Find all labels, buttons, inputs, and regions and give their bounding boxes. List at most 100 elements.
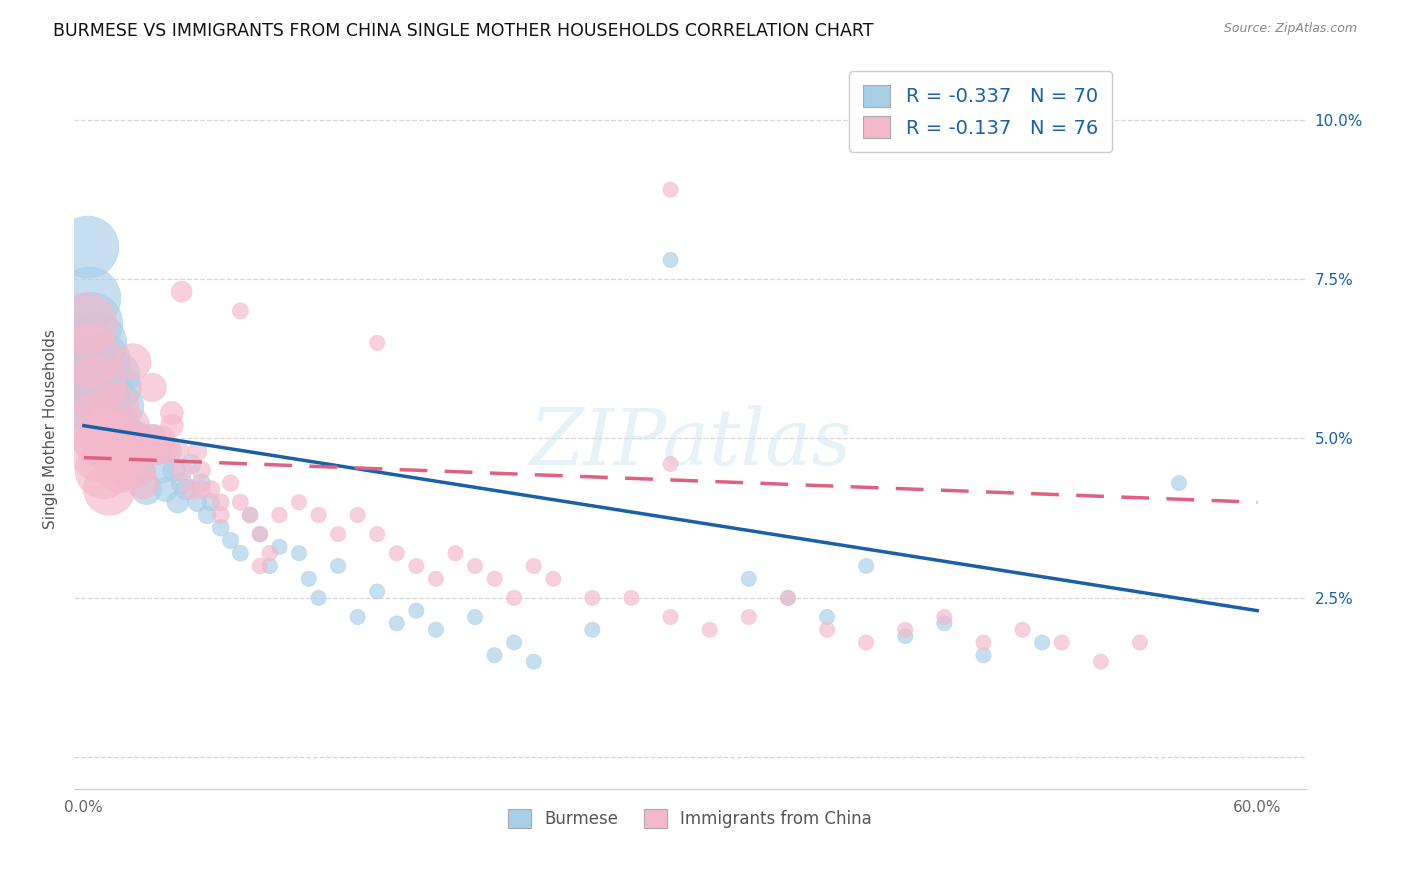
Point	[115, 444, 138, 458]
Point	[738, 610, 761, 624]
Point	[83, 368, 105, 382]
Point	[90, 432, 112, 446]
Point	[288, 546, 311, 560]
Point	[170, 476, 193, 491]
Point	[121, 432, 143, 446]
Point	[93, 400, 115, 414]
Point	[464, 559, 486, 574]
Point	[523, 559, 546, 574]
Point	[972, 635, 994, 649]
Point	[104, 400, 127, 414]
Point	[523, 655, 546, 669]
Point	[229, 304, 252, 318]
Point	[259, 559, 281, 574]
Point	[815, 623, 838, 637]
Point	[148, 444, 170, 458]
Point	[103, 444, 125, 458]
Y-axis label: Single Mother Households: Single Mother Households	[44, 329, 58, 529]
Point	[484, 648, 506, 663]
Point	[108, 463, 131, 477]
Point	[80, 317, 103, 331]
Point	[776, 591, 799, 605]
Point	[150, 432, 173, 446]
Point	[128, 463, 150, 477]
Point	[110, 432, 132, 446]
Point	[1129, 635, 1152, 649]
Point	[141, 432, 163, 446]
Point	[815, 610, 838, 624]
Text: BURMESE VS IMMIGRANTS FROM CHINA SINGLE MOTHER HOUSEHOLDS CORRELATION CHART: BURMESE VS IMMIGRANTS FROM CHINA SINGLE …	[53, 22, 875, 40]
Point	[89, 380, 111, 394]
Point	[89, 444, 111, 458]
Point	[174, 483, 197, 497]
Point	[104, 418, 127, 433]
Point	[141, 380, 163, 394]
Point	[120, 418, 142, 433]
Point	[124, 444, 146, 458]
Point	[581, 591, 603, 605]
Point	[96, 432, 118, 446]
Point	[160, 418, 183, 433]
Point	[972, 648, 994, 663]
Point	[385, 616, 408, 631]
Point	[346, 508, 368, 522]
Point	[855, 559, 877, 574]
Point	[620, 591, 643, 605]
Point	[503, 591, 526, 605]
Point	[96, 432, 118, 446]
Point	[1090, 655, 1112, 669]
Point	[166, 444, 188, 458]
Point	[121, 355, 143, 369]
Point	[855, 635, 877, 649]
Point	[209, 508, 232, 522]
Point	[249, 527, 271, 541]
Point	[239, 508, 262, 522]
Point	[444, 546, 467, 560]
Text: Source: ZipAtlas.com: Source: ZipAtlas.com	[1223, 22, 1357, 36]
Point	[894, 629, 917, 643]
Point	[659, 610, 682, 624]
Text: ZIPatlas: ZIPatlas	[529, 405, 851, 482]
Point	[366, 584, 388, 599]
Point	[308, 508, 330, 522]
Point	[405, 559, 427, 574]
Point	[269, 508, 291, 522]
Point	[98, 483, 121, 497]
Point	[219, 476, 242, 491]
Point	[135, 444, 157, 458]
Point	[111, 444, 134, 458]
Point	[170, 285, 193, 299]
Point	[934, 610, 956, 624]
Point	[155, 483, 177, 497]
Point	[366, 335, 388, 350]
Point	[125, 432, 148, 446]
Point	[131, 444, 153, 458]
Point	[229, 495, 252, 509]
Point	[180, 483, 202, 497]
Point	[484, 572, 506, 586]
Point	[1031, 635, 1053, 649]
Point	[120, 463, 142, 477]
Point	[366, 527, 388, 541]
Point	[190, 476, 212, 491]
Point	[98, 412, 121, 426]
Point	[200, 483, 222, 497]
Point	[135, 483, 157, 497]
Point	[79, 349, 101, 363]
Point	[308, 591, 330, 605]
Point	[160, 406, 183, 420]
Point	[738, 572, 761, 586]
Point	[128, 463, 150, 477]
Point	[115, 432, 138, 446]
Point	[148, 444, 170, 458]
Point	[659, 252, 682, 267]
Point	[170, 463, 193, 477]
Point	[659, 457, 682, 471]
Legend: Burmese, Immigrants from China: Burmese, Immigrants from China	[502, 803, 879, 835]
Point	[200, 495, 222, 509]
Point	[166, 495, 188, 509]
Point	[131, 476, 153, 491]
Point	[288, 495, 311, 509]
Point	[503, 635, 526, 649]
Point	[190, 463, 212, 477]
